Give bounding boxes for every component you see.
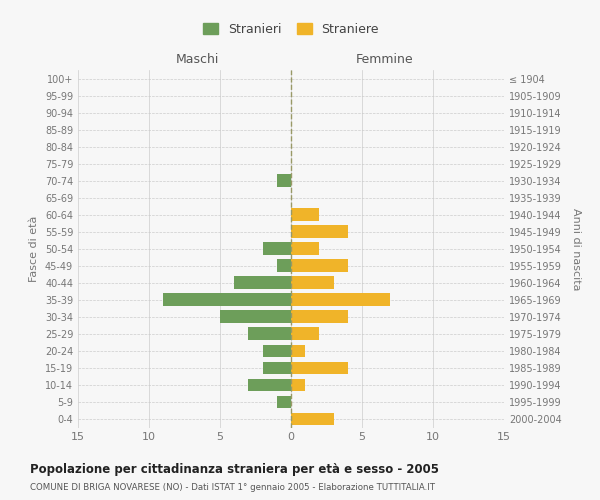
Bar xyxy=(291,276,334,289)
Bar xyxy=(277,260,291,272)
Text: Femmine: Femmine xyxy=(356,54,413,66)
Bar xyxy=(291,328,319,340)
Text: Popolazione per cittadinanza straniera per età e sesso - 2005: Popolazione per cittadinanza straniera p… xyxy=(30,462,439,475)
Bar xyxy=(291,412,334,426)
Legend: Stranieri, Straniere: Stranieri, Straniere xyxy=(203,22,379,36)
Y-axis label: Anni di nascita: Anni di nascita xyxy=(571,208,581,290)
Bar xyxy=(263,344,291,358)
Bar xyxy=(277,174,291,187)
Bar xyxy=(291,208,319,221)
Bar xyxy=(277,396,291,408)
Text: Maschi: Maschi xyxy=(176,54,219,66)
Bar xyxy=(291,242,319,255)
Bar xyxy=(291,310,348,323)
Text: COMUNE DI BRIGA NOVARESE (NO) - Dati ISTAT 1° gennaio 2005 - Elaborazione TUTTIT: COMUNE DI BRIGA NOVARESE (NO) - Dati IST… xyxy=(30,482,435,492)
Y-axis label: Fasce di età: Fasce di età xyxy=(29,216,39,282)
Bar xyxy=(220,310,291,323)
Bar xyxy=(248,328,291,340)
Bar xyxy=(291,294,391,306)
Bar xyxy=(163,294,291,306)
Bar xyxy=(291,344,305,358)
Bar xyxy=(291,260,348,272)
Bar xyxy=(263,242,291,255)
Bar xyxy=(291,378,305,392)
Bar xyxy=(291,362,348,374)
Bar xyxy=(234,276,291,289)
Bar xyxy=(248,378,291,392)
Bar xyxy=(291,226,348,238)
Bar xyxy=(263,362,291,374)
